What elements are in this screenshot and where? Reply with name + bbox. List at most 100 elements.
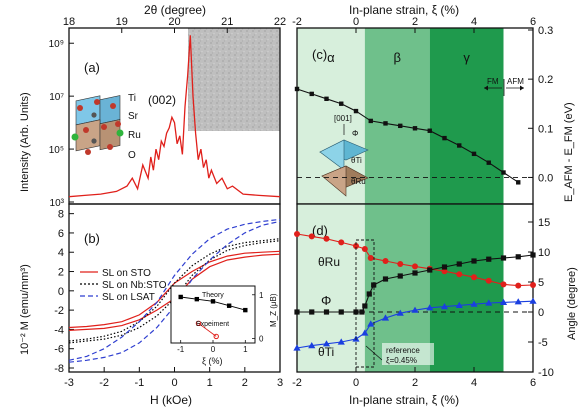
a-xtick-label: 20 [168, 16, 180, 28]
d-point [440, 303, 449, 310]
d-point [308, 342, 316, 349]
atom-label-sr: Sr [128, 111, 139, 122]
d-point [367, 255, 374, 261]
d-point [337, 338, 345, 345]
d-point [530, 282, 536, 288]
d-point [515, 254, 521, 260]
d-point [485, 299, 493, 306]
reference-highlight-box [355, 239, 375, 368]
d-ytick-label: -10 [538, 367, 554, 379]
inset-point [178, 294, 183, 300]
theta-ru-illustration-label: θRu [351, 177, 366, 186]
panel-c-label: (c) [312, 47, 327, 62]
d-point [359, 309, 365, 315]
a-ytick-label: 10⁹ [49, 39, 64, 50]
c-point [339, 101, 344, 106]
d-point [396, 309, 404, 316]
c-xtick-label: 4 [471, 16, 477, 28]
d-point [486, 256, 492, 262]
c-ytick-label: 0.2 [538, 74, 553, 86]
b-series-upper-branch [68, 218, 281, 361]
direction-label: [001] [334, 114, 352, 123]
d-point [441, 268, 448, 275]
panel-a-peak-annotation: (002) [148, 93, 176, 107]
d-point [411, 306, 419, 313]
legend-sl-sto: SL on STO [102, 268, 151, 279]
d-point [500, 255, 507, 261]
c-xtick-label: 2 [412, 16, 418, 28]
inset-point [213, 333, 219, 340]
d-ytick-label: 5 [538, 277, 544, 289]
c-point [516, 180, 521, 185]
phase-region [429, 204, 504, 372]
c-series-line [296, 88, 519, 183]
inset-marks: -1 0 1 0 1 [177, 291, 264, 354]
panel-d-xlabel: In-plane strain, ξ (%) [349, 393, 459, 407]
b-xtick-label: 3 [277, 377, 283, 389]
inset-point [226, 303, 232, 308]
d-point [293, 344, 301, 351]
inset-point [210, 299, 216, 304]
d-point [322, 340, 331, 347]
panel-d-label: (d) [312, 223, 328, 238]
b-ytick-label: 6 [58, 228, 64, 240]
d-point [323, 309, 330, 315]
b-ytick-label: -2 [54, 305, 64, 317]
c-point [486, 160, 491, 165]
d-point [485, 277, 492, 284]
inset-point [243, 307, 248, 313]
d-point [367, 320, 375, 327]
theta-ru-label: θRu [318, 255, 340, 269]
d-point [499, 298, 508, 305]
d-point [294, 309, 300, 315]
d-point [514, 298, 522, 305]
phi-label: Φ [352, 129, 358, 138]
inset-xtick-label: -1 [177, 345, 185, 354]
c-point [398, 123, 403, 129]
d-point [456, 261, 462, 267]
d-point [382, 276, 389, 282]
panel-c-ylabel: E_AFM - E_FM (eV) [563, 102, 575, 202]
c-point [457, 143, 462, 148]
atom-label-ti: Ti [128, 93, 136, 104]
afm-label: AFM [507, 77, 524, 86]
d-point [338, 239, 345, 246]
c-ytick-label: 0.3 [538, 25, 553, 37]
d-point [382, 258, 389, 264]
c-point [383, 121, 388, 126]
c-point [294, 86, 300, 92]
phase-region [297, 204, 365, 372]
panel-c-region-labels: α β γ [327, 50, 470, 65]
d-point [361, 329, 369, 336]
panel-c-marks: -2 0 2 4 6 0.0 0.1 0.2 0.3 [292, 16, 553, 185]
inset-ylabel: M_Z (μB) [269, 293, 278, 327]
inset-point [194, 296, 200, 302]
fm-label: FM [487, 77, 499, 86]
a-ytick-label: 10⁷ [49, 92, 64, 103]
phase-region-label: γ [463, 50, 470, 65]
inset-point [195, 320, 202, 326]
theta-ti-label: θTi [318, 345, 334, 359]
d-point [441, 264, 448, 270]
octahedra-illustration: [001] Φ θTi θRu [319, 114, 369, 197]
d-point [397, 273, 403, 279]
c-point [368, 118, 373, 124]
panel-b-label: (b) [84, 231, 100, 246]
c-point [427, 128, 432, 133]
d-point [397, 261, 404, 267]
b-ytick-label: -6 [54, 344, 64, 356]
b-xtick-label: 1 [207, 377, 213, 389]
inset-series-theory-label: Theory [202, 292, 224, 299]
panel-d-marks: -2 0 2 4 6-10 -5 0 5 10 15 [292, 217, 554, 389]
d-ytick-label: 0 [538, 307, 544, 319]
d-point [362, 303, 368, 309]
d-point [471, 258, 477, 264]
c-point [324, 96, 329, 101]
b-xtick-label: -2 [99, 377, 109, 389]
d-series-line [296, 300, 534, 349]
c-point [471, 151, 477, 157]
d-ytick-label: -5 [538, 337, 548, 349]
a-xtick-label: 18 [63, 16, 75, 28]
b-xtick-label: 0 [171, 377, 177, 389]
